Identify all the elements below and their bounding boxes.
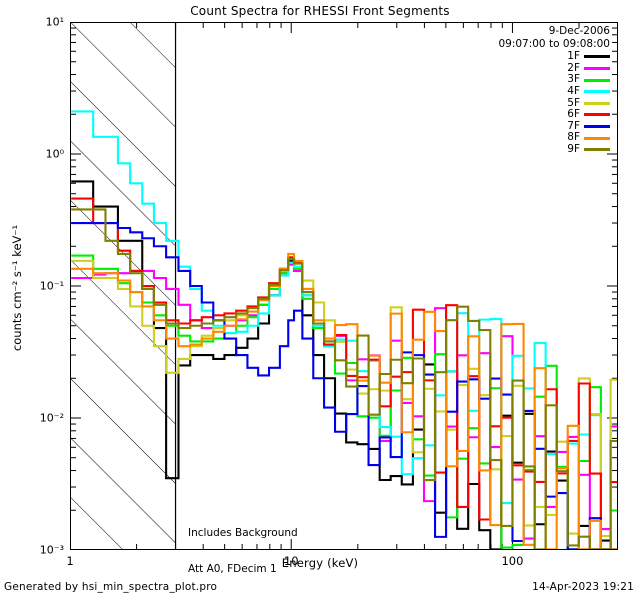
- legend-color-swatch: [584, 113, 610, 117]
- legend-color-swatch: [584, 148, 610, 152]
- legend-item-1f: 1F: [498, 51, 610, 63]
- legend-item-6f: 6F: [498, 109, 610, 121]
- legend-label: 6F: [567, 108, 580, 121]
- legend-label: 9F: [567, 142, 580, 155]
- legend-date: 9-Dec-2006: [548, 25, 610, 37]
- plot-frame: [70, 22, 618, 550]
- spectrum-trace-6f: [71, 197, 618, 550]
- legend-time-range: 09:07:00 to 09:08:00: [498, 37, 610, 50]
- legend-color-swatch: [584, 125, 610, 129]
- spectrum-trace-5f: [71, 258, 618, 537]
- legend-label: 8F: [567, 131, 580, 144]
- y-tick-label: 10⁻¹: [39, 279, 64, 293]
- x-tick-label: 10: [283, 554, 299, 568]
- y-tick-label: 10¹: [45, 15, 64, 29]
- y-axis-label: counts cm⁻² s⁻¹ keV⁻¹: [10, 224, 25, 352]
- annotation-includes-background: Includes Background: [188, 527, 298, 539]
- page-title: Count Spectra for RHESSI Front Segments: [190, 4, 450, 18]
- legend-item-9f: 9F: [498, 142, 610, 156]
- legend-color-swatch: [584, 78, 610, 82]
- legend-item-8f: 8F: [498, 132, 610, 144]
- y-tick-label: 10⁻³: [39, 543, 64, 557]
- legend-item-5f: 5F: [498, 96, 610, 110]
- legend-label: 2F: [567, 61, 580, 74]
- footer-generated-by: Generated by hsi_min_spectra_plot.pro: [4, 581, 218, 593]
- legend-item-7f: 7F: [498, 119, 610, 133]
- x-axis-label: Energy (keV): [281, 556, 359, 570]
- legend-color-swatch: [584, 67, 610, 71]
- x-tick-label: 1: [66, 554, 74, 568]
- legend-item-3f: 3F: [498, 74, 610, 86]
- legend-item-2f: 2F: [498, 61, 610, 75]
- plot-area: 9-Dec-2006 09:07:00 to 09:08:00 1F 2F 3F 4F…: [40, 16, 618, 575]
- legend-label: 3F: [567, 73, 580, 86]
- legend-label: 7F: [567, 119, 580, 132]
- spectrum-trace-9f: [71, 208, 618, 550]
- legend-label: 4F: [567, 84, 580, 97]
- legend-color-swatch: [584, 101, 610, 105]
- legend-label: 1F: [567, 50, 580, 63]
- y-tick-label: 10⁻²: [39, 411, 64, 425]
- y-tick-label: 10⁰: [45, 147, 64, 161]
- legend-item-4f: 4F: [498, 84, 610, 98]
- plot-annotations: Includes Background Att A0, FDecim 1: [188, 503, 298, 599]
- legend-label: 5F: [567, 96, 580, 109]
- x-tick-label: 100: [501, 554, 524, 568]
- spectra-canvas: [70, 22, 618, 550]
- legend-color-swatch: [584, 136, 610, 140]
- legend-color-swatch: [584, 55, 610, 59]
- annotation-att-fdecim: Att A0, FDecim 1: [188, 563, 277, 575]
- legend: 9-Dec-2006 09:07:00 to 09:08:00 1F 2F 3F 4F…: [498, 25, 610, 156]
- footer-timestamp: 14-Apr-2023 19:21: [532, 581, 634, 593]
- spectrum-trace-8f: [71, 252, 618, 550]
- legend-color-swatch: [584, 90, 610, 94]
